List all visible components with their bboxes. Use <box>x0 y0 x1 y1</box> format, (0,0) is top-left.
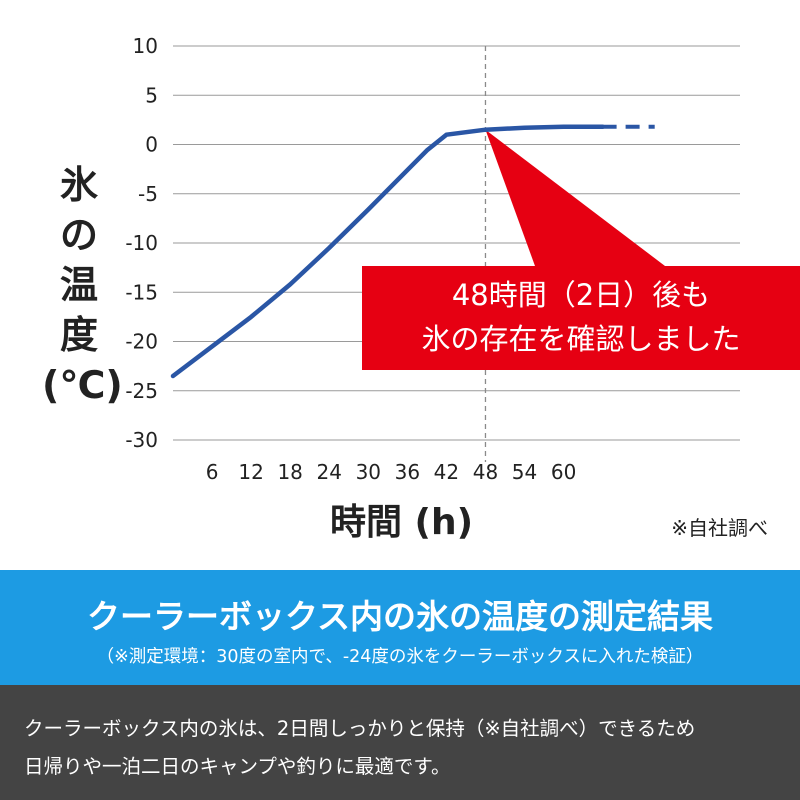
temperature-chart: 10 5 0 -5 -10 -15 -20 -25 -30 6 12 18 24 30 36 42 48 54 60 <box>125 34 800 484</box>
x-tick-label: 18 <box>277 460 302 484</box>
x-tick-label: 36 <box>395 460 420 484</box>
test-condition-note: （※測定環境：30度の室内で、-24度の氷をクーラーボックスに入れた検証） <box>96 647 704 667</box>
x-tick-label: 24 <box>317 460 342 484</box>
x-tick-label: 60 <box>551 460 576 484</box>
y-tick-label: -10 <box>125 231 158 255</box>
description-footer: クーラーボックス内の氷は、2日間しっかりと保持（※自社調べ）できるため 日帰りや… <box>0 685 800 800</box>
x-tick-label: 42 <box>434 460 459 484</box>
y-tick-label: 0 <box>145 133 158 157</box>
y-tick-label: -25 <box>125 379 158 403</box>
y-tick-label: -20 <box>125 330 158 354</box>
temperature-line <box>170 124 605 379</box>
x-tick-label: 12 <box>238 460 263 484</box>
x-tick-label: 54 <box>512 460 537 484</box>
source-note: ※自社調べ <box>671 516 768 540</box>
result-title: クーラーボックス内の氷の温度の測定結果 <box>86 597 713 636</box>
y-tick-label: 5 <box>145 83 158 107</box>
callout-line-2: 氷の存在を確認しました <box>421 322 741 356</box>
callout-box <box>362 266 800 370</box>
description-line-2: 日帰りや一泊二日のキャンプや釣りに最適です。 <box>24 755 451 778</box>
y-tick-label: 10 <box>133 34 158 58</box>
callout-text: 48時間（2日）後も 氷の存在を確認しました <box>362 266 800 370</box>
x-tick-label: 48 <box>473 460 498 484</box>
y-tick-label: -15 <box>125 280 158 304</box>
y-axis-label: 氷の温度(℃) <box>42 163 123 407</box>
result-title-band: クーラーボックス内の氷の温度の測定結果 （※測定環境：30度の室内で、-24度の… <box>0 570 800 685</box>
y-tick-label: -5 <box>138 182 158 206</box>
callout-line-1: 48時間（2日）後も <box>451 278 711 312</box>
callout-pointer <box>485 129 665 266</box>
x-tick-label: 30 <box>356 460 381 484</box>
x-tick-label: 6 <box>206 460 219 484</box>
description-line-1: クーラーボックス内の氷は、2日間しっかりと保持（※自社調べ）できるため <box>24 717 696 740</box>
x-axis-label: 時間 (h) <box>330 502 474 543</box>
y-tick-label: -30 <box>125 428 158 452</box>
chart-area: 10 5 0 -5 -10 -15 -20 -25 -30 6 12 18 24 30 36 42 48 54 60… <box>42 34 800 543</box>
